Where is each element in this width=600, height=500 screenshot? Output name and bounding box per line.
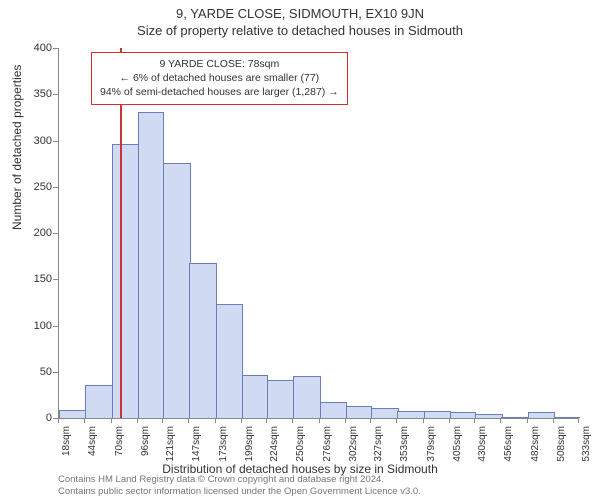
y-tick-label: 250 — [12, 181, 52, 193]
y-tick-label: 50 — [12, 366, 52, 378]
chart-area: 9 YARDE CLOSE: 78sqm ← 6% of detached ho… — [58, 48, 578, 418]
histogram-bar — [138, 112, 165, 418]
histogram-bar — [450, 412, 477, 418]
y-tick-label: 200 — [12, 227, 52, 239]
y-tick-mark — [53, 233, 58, 234]
x-tick-mark — [423, 418, 424, 423]
histogram-bar — [528, 412, 556, 418]
histogram-bar — [293, 376, 321, 418]
x-tick-mark — [111, 418, 112, 423]
footer-line-2: Contains public sector information licen… — [58, 486, 421, 498]
y-tick-mark — [53, 372, 58, 373]
page-subtitle: Size of property relative to detached ho… — [0, 21, 600, 38]
annotation-line-1: 9 YARDE CLOSE: 78sqm — [100, 57, 339, 71]
y-tick-label: 300 — [12, 135, 52, 147]
histogram-bar — [85, 385, 113, 418]
y-tick-label: 100 — [12, 320, 52, 332]
y-tick-label: 150 — [12, 273, 52, 285]
histogram-bar — [554, 417, 581, 418]
page-title: 9, YARDE CLOSE, SIDMOUTH, EX10 9JN — [0, 0, 600, 21]
histogram-bar — [216, 304, 244, 418]
x-tick-mark — [474, 418, 475, 423]
histogram-bar — [424, 411, 452, 418]
x-tick-mark — [527, 418, 528, 423]
x-tick-mark — [449, 418, 450, 423]
annotation-line-2: ← 6% of detached houses are smaller (77) — [100, 71, 339, 85]
histogram-bar — [320, 402, 348, 418]
histogram-bar — [242, 375, 269, 418]
x-tick-mark — [578, 418, 579, 423]
footer: Contains HM Land Registry data © Crown c… — [58, 474, 421, 498]
x-tick-mark — [266, 418, 267, 423]
x-tick-mark — [58, 418, 59, 423]
x-tick-mark — [241, 418, 242, 423]
x-tick-mark — [553, 418, 554, 423]
footer-line-1: Contains HM Land Registry data © Crown c… — [58, 474, 421, 486]
x-tick-mark — [162, 418, 163, 423]
histogram-bar — [163, 163, 191, 418]
x-tick-mark — [84, 418, 85, 423]
histogram-bar — [267, 380, 295, 418]
x-tick-mark — [319, 418, 320, 423]
histogram-bar — [189, 263, 217, 418]
y-tick-mark — [53, 48, 58, 49]
y-tick-mark — [53, 141, 58, 142]
histogram-bar — [475, 414, 503, 418]
histogram-bar — [371, 408, 399, 418]
histogram-bar — [59, 410, 87, 418]
chart-container: 9, YARDE CLOSE, SIDMOUTH, EX10 9JN Size … — [0, 0, 600, 500]
y-tick-mark — [53, 94, 58, 95]
annotation-box: 9 YARDE CLOSE: 78sqm ← 6% of detached ho… — [91, 52, 348, 105]
histogram-bar — [346, 406, 373, 418]
x-tick-mark — [396, 418, 397, 423]
x-tick-mark — [137, 418, 138, 423]
x-tick-mark — [215, 418, 216, 423]
y-tick-mark — [53, 187, 58, 188]
histogram-bar — [112, 144, 140, 418]
plot-area: 9 YARDE CLOSE: 78sqm ← 6% of detached ho… — [58, 48, 579, 419]
histogram-bar — [501, 417, 529, 418]
x-tick-mark — [500, 418, 501, 423]
y-tick-label: 350 — [12, 88, 52, 100]
x-tick-mark — [370, 418, 371, 423]
x-tick-mark — [292, 418, 293, 423]
annotation-line-3: 94% of semi-detached houses are larger (… — [100, 85, 339, 99]
y-tick-label: 400 — [12, 42, 52, 54]
y-tick-mark — [53, 279, 58, 280]
y-tick-label: 0 — [12, 412, 52, 424]
histogram-bar — [397, 411, 425, 418]
x-tick-mark — [188, 418, 189, 423]
y-tick-mark — [53, 326, 58, 327]
x-tick-mark — [345, 418, 346, 423]
